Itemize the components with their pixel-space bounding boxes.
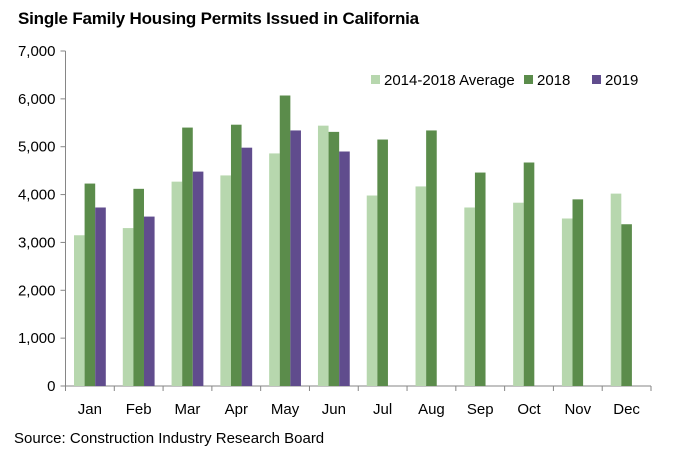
x-tick-label: Apr [225,401,248,418]
bar-2014-2018-average-sep [464,207,475,386]
bar-2014-2018-average-nov [561,218,573,386]
legend: 2014-2018 Average 2018 2019 [371,72,638,89]
legend-swatch [524,75,533,84]
bar-2018-jan [84,183,96,386]
x-tick-label: Dec [613,401,640,418]
x-axis: Jan Feb Mar Apr May Jun Jul Aug Sep Oct Nov Dec [65,385,652,418]
y-tick-label: 5,000 [18,139,56,156]
chart-title: Single Family Housing Permits Issued in … [18,9,419,28]
x-tick-label: Jan [78,401,102,418]
y-tick-label: 7,000 [18,43,56,60]
bar-2018-jul [377,139,388,386]
bar-2018-dec [621,224,632,386]
bar-2014-2018-average-jul [366,195,378,386]
x-tick-label: Feb [126,401,152,418]
x-tick-label: Jul [373,401,392,418]
x-tick-label: Mar [175,401,201,418]
bar-2018-may [279,95,291,386]
legend-label: 2019 [605,72,638,89]
x-tick-label: May [271,401,300,418]
bar-2014-2018-average-aug [415,186,427,386]
x-tick-label: Aug [418,401,445,418]
x-tick-label: Nov [564,401,591,418]
bar-2014-2018-average-jan [73,235,85,386]
y-axis: 0 1,000 2,000 3,000 4,000 5,000 6,000 7,000 [18,43,66,395]
bar-2019-jan [95,207,106,386]
bar-2014-2018-average-mar [171,181,183,386]
bar-2014-2018-average-apr [220,175,231,386]
x-tick-label: Jun [322,401,346,418]
bar-2018-nov [572,199,584,386]
bar-2019-may [290,130,301,386]
bar-2019-jun [339,151,350,386]
source-note: Source: Construction Industry Research B… [14,430,325,447]
bars [73,95,632,387]
bar-2018-aug [426,130,437,386]
x-tick-label: Sep [467,401,494,418]
legend-swatch [592,75,601,84]
bar-2018-feb [133,188,144,386]
bar-2018-apr [230,124,242,386]
y-tick-label: 6,000 [18,91,56,108]
bar-2018-sep [474,172,486,386]
bar-2018-oct [523,162,535,386]
bar-2014-2018-average-dec [610,193,622,386]
bar-2014-2018-average-feb [122,228,134,386]
legend-label: 2018 [537,72,570,89]
bar-2018-mar [182,127,193,387]
bar-2018-jun [328,131,340,386]
y-tick-label: 4,000 [18,187,56,204]
legend-label: 2014-2018 Average [384,72,515,89]
bar-2019-feb [143,216,155,386]
y-tick-label: 0 [47,378,55,395]
y-tick-label: 2,000 [18,282,56,299]
y-tick-label: 3,000 [18,234,56,251]
legend-swatch [371,75,380,84]
bar-2019-apr [241,147,253,386]
bar-2014-2018-average-jun [317,125,329,387]
y-tick-label: 1,000 [18,330,56,347]
bar-2014-2018-average-may [269,153,280,386]
bar-2019-mar [192,171,204,386]
x-tick-label: Oct [517,401,541,418]
bar-2014-2018-average-oct [513,202,524,386]
